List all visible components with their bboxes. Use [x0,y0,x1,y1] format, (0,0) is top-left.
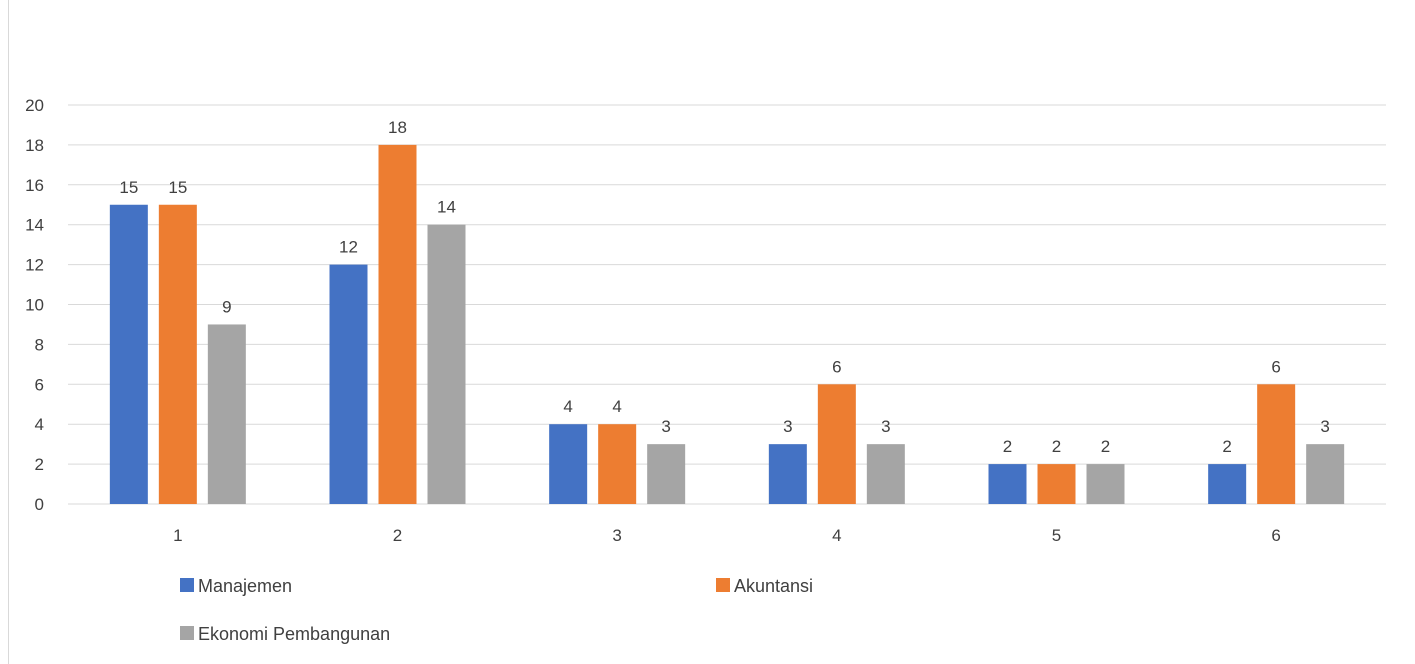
y-tick-label: 20 [25,96,44,115]
data-label: 4 [612,397,621,416]
data-label: 2 [1222,437,1231,456]
bar [1257,384,1296,504]
bar [647,444,686,504]
bar [988,464,1027,504]
y-tick-label: 16 [25,176,44,195]
bar [866,444,905,504]
bar [1086,464,1125,504]
x-axis-ticks: 1 2 3 4 5 6 [173,526,1281,545]
y-tick-label: 2 [35,455,44,474]
bar [817,384,856,504]
legend: Manajemen Akuntansi Ekonomi Pembangunan [180,576,813,644]
gridlines [68,104,1386,505]
bar [427,224,466,504]
data-label: 12 [339,238,358,257]
legend-label: Ekonomi Pembangunan [198,624,390,644]
bar [158,204,197,504]
legend-label: Manajemen [198,576,292,596]
data-label: 6 [832,357,841,376]
bar [1306,444,1345,504]
bar [378,144,417,504]
y-tick-label: 0 [35,495,44,514]
x-tick-label: 2 [393,526,402,545]
data-label: 4 [563,397,572,416]
data-label: 6 [1271,357,1280,376]
bar [207,324,246,504]
y-tick-label: 4 [35,415,44,434]
legend-swatch [180,578,194,592]
x-tick-label: 4 [832,526,841,545]
data-labels: 15 15 9 12 18 14 4 4 3 3 6 3 2 2 2 2 6 3 [119,118,1330,456]
data-label: 3 [783,417,792,436]
bar [1037,464,1076,504]
y-tick-label: 18 [25,136,44,155]
x-tick-label: 6 [1271,526,1280,545]
y-axis-ticks: 0 2 4 6 8 10 12 14 16 18 20 [25,96,44,514]
bar [768,444,807,504]
data-label: 2 [1003,437,1012,456]
y-tick-label: 8 [35,335,44,354]
x-tick-label: 1 [173,526,182,545]
data-label: 3 [661,417,670,436]
bars [109,144,1345,504]
data-label: 3 [881,417,890,436]
legend-label: Akuntansi [734,576,813,596]
y-tick-label: 10 [25,296,44,315]
data-label: 9 [222,297,231,316]
y-tick-label: 6 [35,375,44,394]
data-label: 2 [1101,437,1110,456]
bar [598,424,637,504]
data-label: 2 [1052,437,1061,456]
data-label: 14 [437,198,456,217]
data-label: 15 [168,178,187,197]
data-label: 18 [388,118,407,137]
y-tick-label: 14 [25,216,44,235]
data-label: 3 [1320,417,1329,436]
chart-frame [8,0,1415,664]
bar [549,424,588,504]
x-tick-label: 3 [612,526,621,545]
legend-swatch [180,626,194,640]
x-tick-label: 5 [1052,526,1061,545]
y-tick-label: 12 [25,256,44,275]
data-label: 15 [119,178,138,197]
bar [329,264,368,504]
bar [1208,464,1247,504]
bar [109,204,148,504]
legend-swatch [716,578,730,592]
